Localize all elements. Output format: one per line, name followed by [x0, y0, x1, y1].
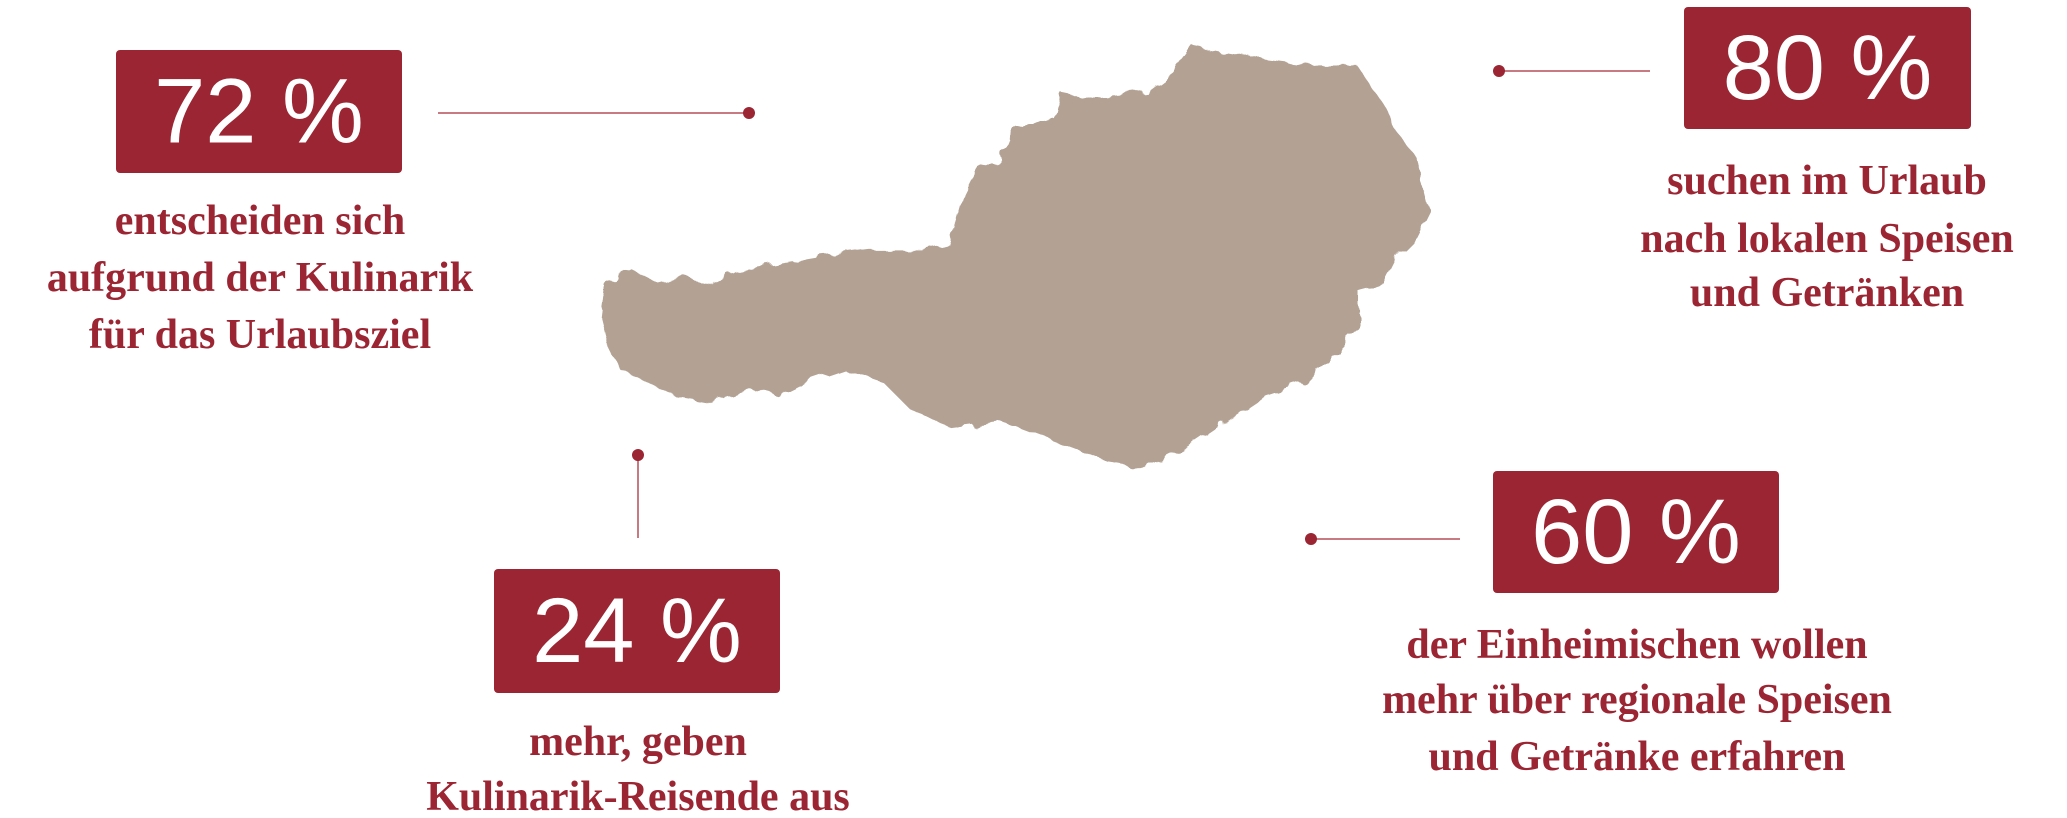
percent-value: 60 %	[1531, 481, 1741, 583]
austria-map	[599, 46, 1431, 468]
leader-dot	[1305, 533, 1317, 545]
leader-dot	[743, 107, 755, 119]
stat-description: mehr über regionale Speisen	[1382, 677, 1892, 723]
stat-description: für das Urlaubsziel	[89, 312, 431, 358]
percent-value: 24 %	[532, 580, 742, 682]
stat-description: aufgrund der Kulinarik	[47, 255, 474, 301]
stat-description: nach lokalen Speisen	[1640, 216, 2013, 262]
stat-description: und Getränke erfahren	[1429, 734, 1846, 780]
stat-description: mehr, geben	[529, 719, 747, 765]
leader-dot	[1493, 65, 1505, 77]
stat-description: Kulinarik-Reisende aus	[426, 774, 850, 818]
percent-box	[116, 50, 402, 173]
stat-description: und Getränken	[1690, 270, 1964, 316]
stat-description: entscheiden sich	[115, 198, 406, 244]
leader-dot	[632, 449, 644, 461]
stat-description: suchen im Urlaub	[1667, 158, 1987, 204]
percent-value: 80 %	[1723, 17, 1933, 119]
percent-box	[494, 569, 780, 693]
percent-box	[1493, 471, 1779, 593]
percent-value: 72 %	[154, 61, 364, 163]
stat-description: der Einheimischen wollen	[1406, 622, 1867, 668]
percent-box	[1684, 7, 1971, 129]
